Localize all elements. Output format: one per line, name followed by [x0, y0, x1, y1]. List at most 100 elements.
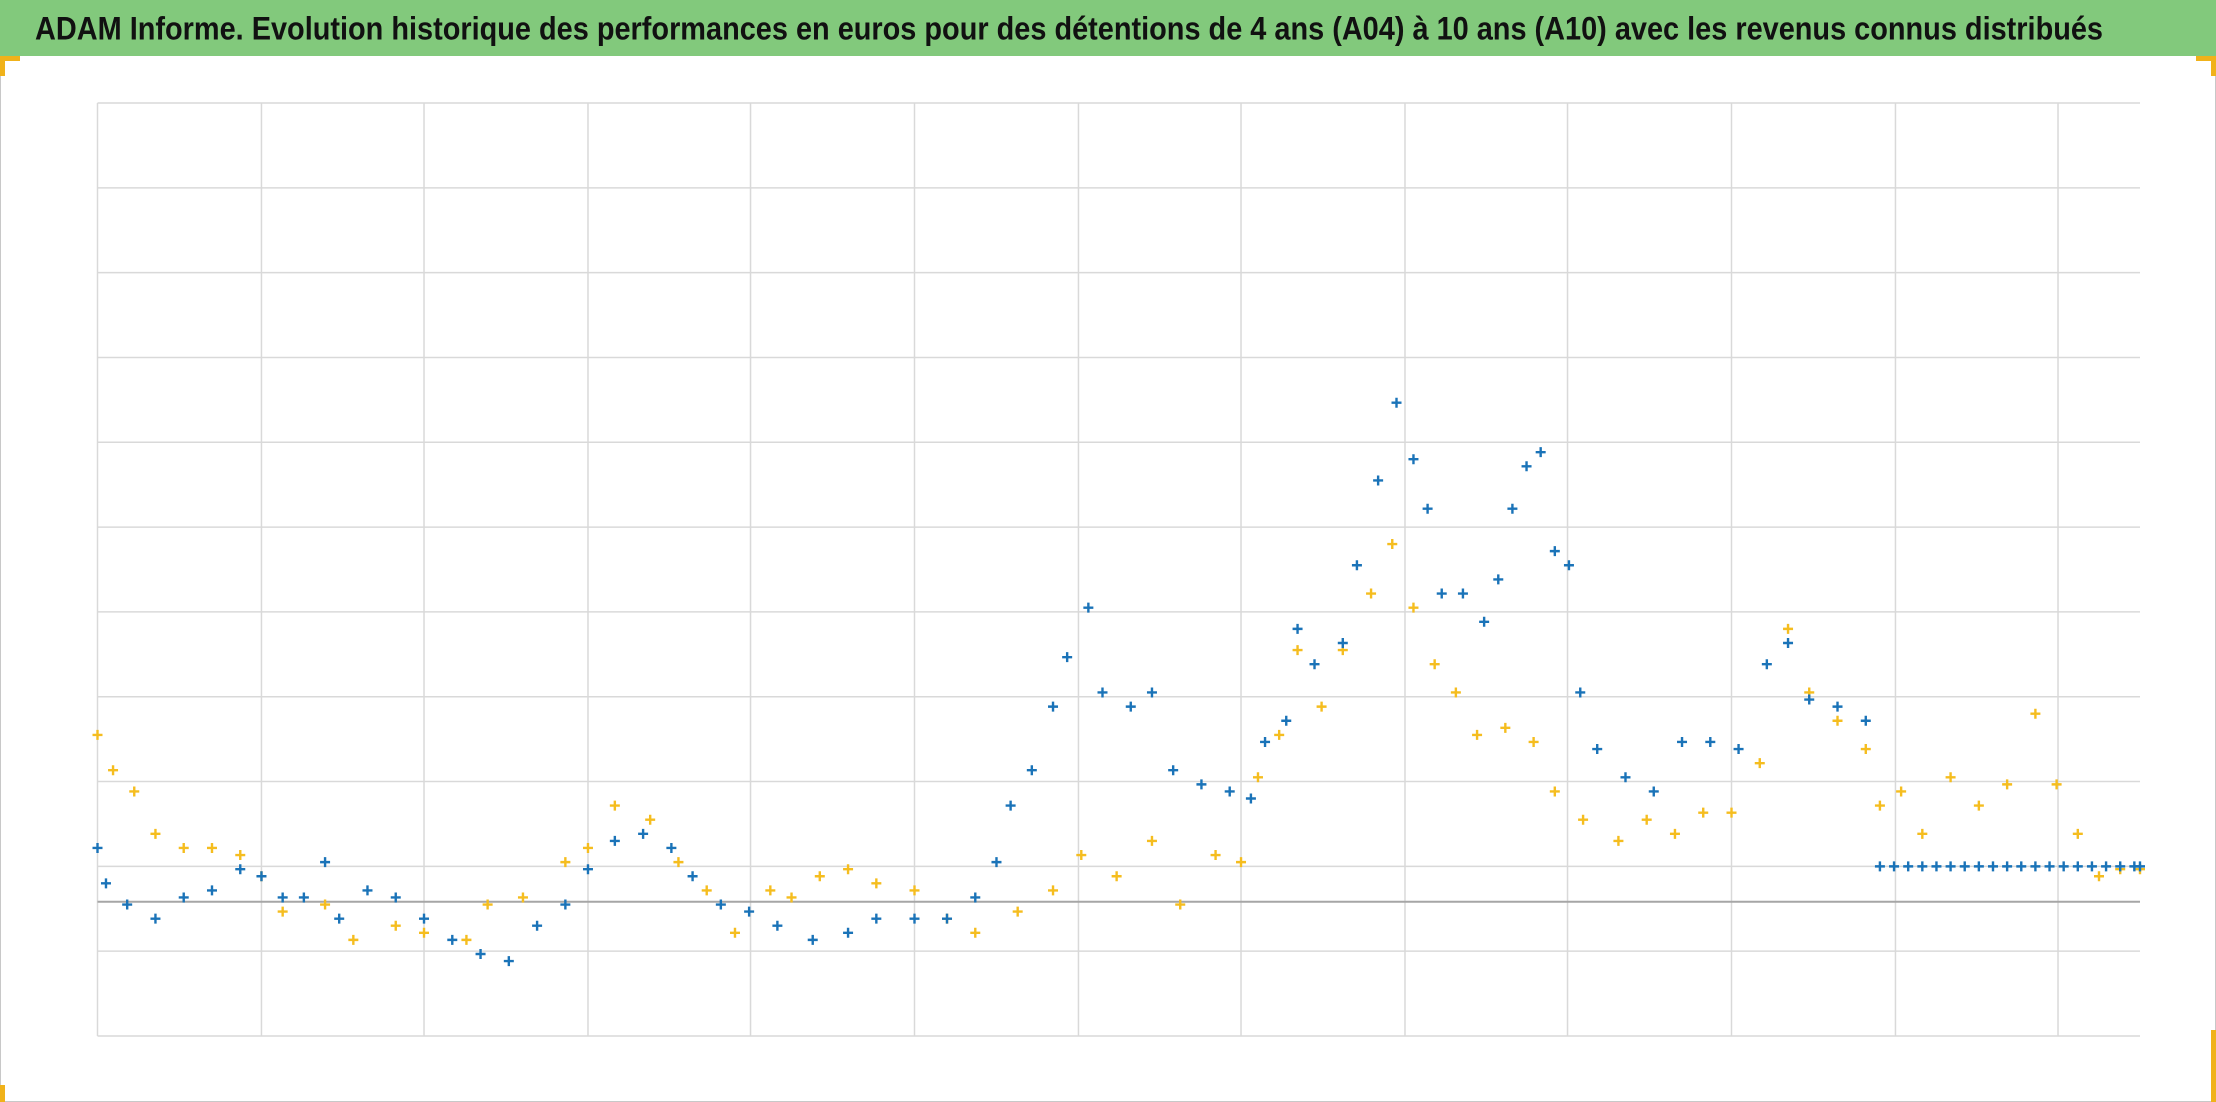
point — [1549, 546, 1560, 557]
point — [765, 885, 776, 896]
point — [1062, 652, 1073, 663]
point — [942, 913, 953, 924]
point — [122, 899, 133, 910]
point — [532, 920, 543, 931]
point — [362, 885, 373, 896]
point — [1146, 687, 1157, 698]
point — [2135, 861, 2145, 872]
point — [1236, 857, 1247, 868]
point — [1535, 447, 1546, 458]
point — [1450, 687, 1461, 698]
point — [970, 927, 981, 938]
point — [560, 857, 571, 868]
corner-mark — [2211, 1030, 2216, 1102]
point — [1373, 475, 1384, 486]
point — [1641, 814, 1652, 825]
point — [909, 885, 920, 896]
grid — [96, 102, 2140, 1037]
point — [1472, 729, 1483, 740]
point — [1578, 814, 1589, 825]
point — [1754, 758, 1765, 769]
point — [871, 878, 882, 889]
point — [1048, 885, 1059, 896]
point — [1012, 906, 1023, 917]
point — [909, 913, 920, 924]
point — [461, 934, 472, 945]
point — [1860, 715, 1871, 726]
corner-mark — [2196, 56, 2216, 76]
point — [1507, 503, 1518, 514]
point — [1309, 659, 1320, 670]
point — [1698, 807, 1709, 818]
point — [772, 920, 783, 931]
point — [687, 871, 698, 882]
point — [1620, 772, 1631, 783]
point — [2051, 779, 2062, 790]
point — [1366, 588, 1377, 599]
point — [1387, 539, 1398, 550]
point — [1146, 835, 1157, 846]
point — [2086, 861, 2097, 872]
point — [1429, 659, 1440, 670]
point — [1592, 744, 1603, 755]
point — [235, 864, 246, 875]
point — [390, 920, 401, 931]
point — [1726, 807, 1737, 818]
point — [1783, 638, 1794, 649]
point — [1896, 786, 1907, 797]
point — [645, 814, 656, 825]
point — [503, 956, 514, 967]
point — [447, 934, 458, 945]
point — [1549, 786, 1560, 797]
point — [1097, 687, 1108, 698]
point — [1274, 729, 1285, 740]
point — [1316, 701, 1327, 712]
point — [1903, 861, 1914, 872]
point — [1563, 560, 1574, 571]
point — [1973, 800, 1984, 811]
point — [92, 729, 103, 740]
point — [1026, 765, 1037, 776]
point — [1175, 899, 1186, 910]
point — [1613, 835, 1624, 846]
point — [2094, 871, 2105, 882]
point — [1733, 744, 1744, 755]
point — [348, 934, 359, 945]
point — [970, 892, 981, 903]
point — [178, 842, 189, 853]
corner-mark — [0, 1085, 5, 1102]
point — [1677, 736, 1688, 747]
point — [1457, 588, 1468, 599]
point — [150, 828, 161, 839]
point — [744, 906, 755, 917]
point — [1351, 560, 1362, 571]
point — [2002, 861, 2013, 872]
point — [1874, 861, 1885, 872]
point — [1245, 793, 1256, 804]
point — [786, 892, 797, 903]
point — [334, 913, 345, 924]
point — [2030, 708, 2041, 719]
point — [991, 857, 1002, 868]
point — [419, 927, 430, 938]
point — [1931, 861, 1942, 872]
point — [582, 864, 593, 875]
point — [517, 892, 528, 903]
point — [1500, 722, 1511, 733]
point — [1988, 861, 1998, 872]
point — [1196, 779, 1207, 790]
point — [1224, 786, 1235, 797]
point — [256, 871, 267, 882]
point — [1874, 800, 1885, 811]
point — [814, 871, 825, 882]
point — [150, 913, 161, 924]
point — [1005, 800, 1016, 811]
point — [298, 892, 309, 903]
point — [1528, 736, 1539, 747]
chart-title: ADAM Informe. Evolution historique des p… — [35, 10, 2103, 46]
point — [2101, 861, 2112, 872]
point — [1252, 772, 1263, 783]
point — [1111, 871, 1122, 882]
point — [277, 906, 288, 917]
